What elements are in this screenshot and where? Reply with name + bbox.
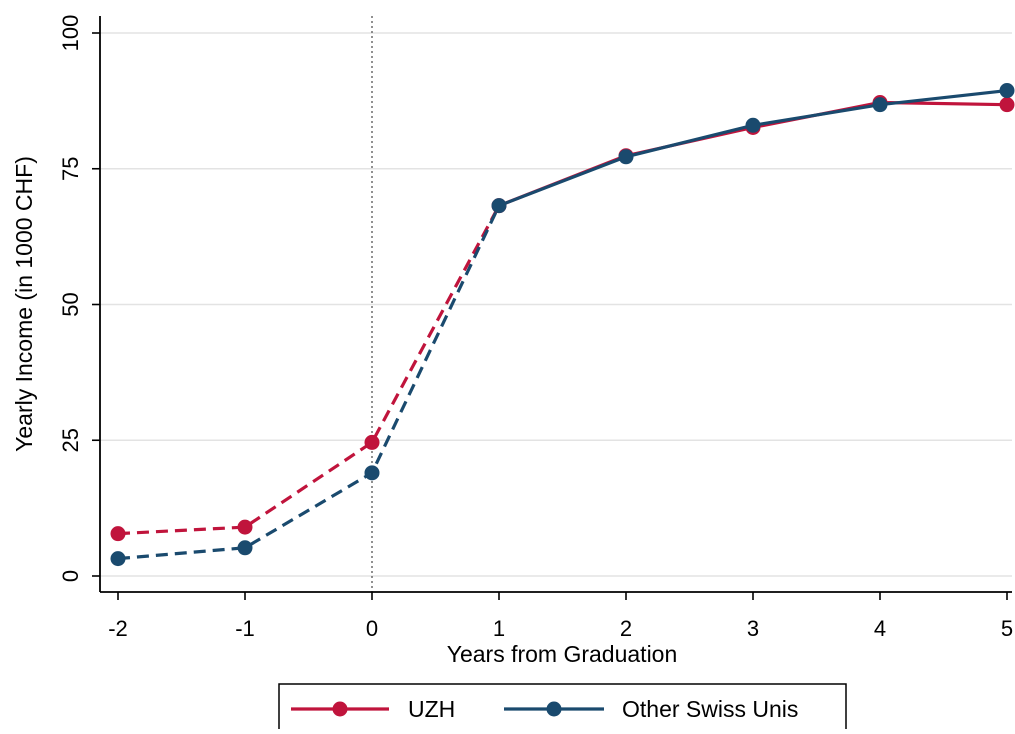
legend-label-uzh: UZH	[408, 696, 455, 722]
series-line-solid-other-swiss-unis	[498, 88, 1008, 208]
x-tick-label--1: -1	[235, 616, 255, 641]
data-point-other-swiss-unis-x0	[364, 465, 380, 481]
x-tick-label-3: 3	[747, 616, 759, 641]
data-point-other-swiss-unis-x3	[745, 117, 761, 133]
y-tick-label-50: 50	[58, 292, 83, 316]
legend: UZH Other Swiss Unis	[278, 683, 847, 734]
grid-lines	[100, 16, 1012, 592]
data-point-uzh-x5	[999, 97, 1015, 113]
x-tick-label--2: -2	[108, 616, 128, 641]
y-tick-label-75: 75	[58, 157, 83, 181]
data-point-other-swiss-unis-x5	[999, 83, 1015, 99]
data-point-other-swiss-unis-x2	[618, 149, 634, 165]
y-tick-label-0: 0	[58, 570, 83, 582]
data-point-other-swiss-unis-x-2	[110, 551, 126, 567]
data-point-other-swiss-unis-x-1	[237, 540, 253, 556]
axes: 0 25 50 75 100 -2 -1 0 1 2 3 4 5	[58, 15, 1013, 641]
x-tick-label-1: 1	[493, 616, 505, 641]
data-point-uzh-x-1	[237, 519, 253, 535]
series-line-dashed-uzh	[117, 204, 501, 536]
y-tick-label-100: 100	[58, 15, 83, 52]
legend-marker-uzh	[332, 701, 348, 717]
y-axis-title: Yearly Income (in 1000 CHF)	[11, 156, 37, 452]
data-point-other-swiss-unis-x4	[872, 97, 888, 113]
y-tick-label-25: 25	[58, 428, 83, 452]
x-tick-label-5: 5	[1001, 616, 1013, 641]
series-group	[110, 83, 1015, 567]
legend-label-other-swiss-unis: Other Swiss Unis	[622, 696, 798, 722]
x-tick-label-2: 2	[620, 616, 632, 641]
legend-marker-other-swiss-unis	[546, 701, 562, 717]
x-axis-title: Years from Graduation	[447, 641, 678, 667]
data-point-uzh-x-2	[110, 526, 126, 542]
data-point-other-swiss-unis-x1	[491, 198, 507, 214]
data-point-uzh-x0	[364, 434, 380, 450]
x-tick-label-0: 0	[366, 616, 378, 641]
x-tick-label-4: 4	[874, 616, 886, 641]
series-line-dashed-other-swiss-unis	[117, 204, 501, 561]
